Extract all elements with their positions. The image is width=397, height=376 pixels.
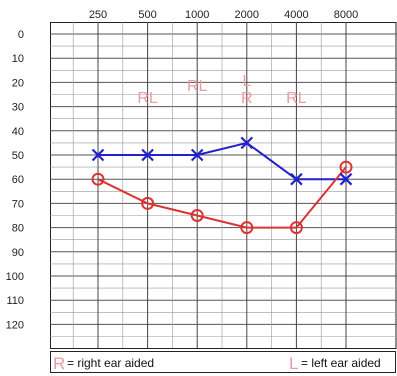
o-marker — [141, 196, 155, 210]
plot-frame — [50, 22, 397, 349]
y-tick-label: 10 — [12, 53, 24, 65]
x-tick-label: 2000 — [235, 9, 259, 21]
y-tick-label: 70 — [12, 198, 24, 210]
x-tick-label: 250 — [89, 9, 107, 21]
o-marker — [240, 221, 254, 235]
aided-label: RL — [137, 90, 158, 107]
y-tick-label: 100 — [6, 271, 24, 283]
y-tick-label: 0 — [18, 29, 24, 41]
aided-label: L — [242, 73, 251, 90]
y-tick-label: 80 — [12, 223, 24, 235]
o-marker — [289, 221, 303, 235]
x-tick-label: 1000 — [185, 9, 209, 21]
legend-box — [50, 351, 396, 373]
aided-label: RL — [187, 78, 208, 95]
grid-layer — [50, 22, 397, 349]
y-tick-label: 120 — [6, 319, 24, 331]
o-marker — [91, 172, 105, 186]
x-tick-label: 4000 — [284, 9, 308, 21]
y-tick-label: 30 — [12, 102, 24, 114]
series-line — [98, 141, 346, 181]
legend-left-symbol: L — [289, 354, 298, 373]
legend-left-text: = left ear aided — [301, 356, 381, 370]
series-line — [97, 166, 347, 229]
tick-labels: 250 500 1000 2000 4000 8000 0 10 20 30 40 50 60 70 80 9… — [6, 9, 359, 331]
aided-label: RL — [286, 90, 307, 107]
x-marker — [240, 136, 254, 150]
x-marker — [290, 172, 303, 186]
x-marker — [339, 172, 353, 186]
y-tick-label: 40 — [12, 126, 24, 138]
x-tick-label: 8000 — [334, 9, 358, 21]
x-marker — [91, 148, 105, 162]
aided-label: R — [241, 90, 253, 107]
legend-right-symbol: R — [53, 354, 65, 373]
x-marker — [190, 148, 204, 162]
y-tick-label: 20 — [12, 77, 24, 89]
x-marker — [141, 148, 154, 162]
o-marker — [190, 209, 204, 222]
y-tick-label: 50 — [12, 150, 24, 162]
series-layer — [91, 136, 353, 235]
o-marker — [339, 160, 353, 174]
x-tick-label: 500 — [138, 9, 156, 21]
legend-right-text: = right ear aided — [67, 356, 154, 370]
legend: R = right ear aided L = left ear aided — [50, 351, 396, 373]
y-tick-label: 110 — [6, 295, 24, 307]
aided-labels: RL RL RL RL — [137, 73, 306, 107]
y-tick-label: 60 — [12, 174, 24, 186]
y-tick-label: 90 — [12, 247, 24, 259]
